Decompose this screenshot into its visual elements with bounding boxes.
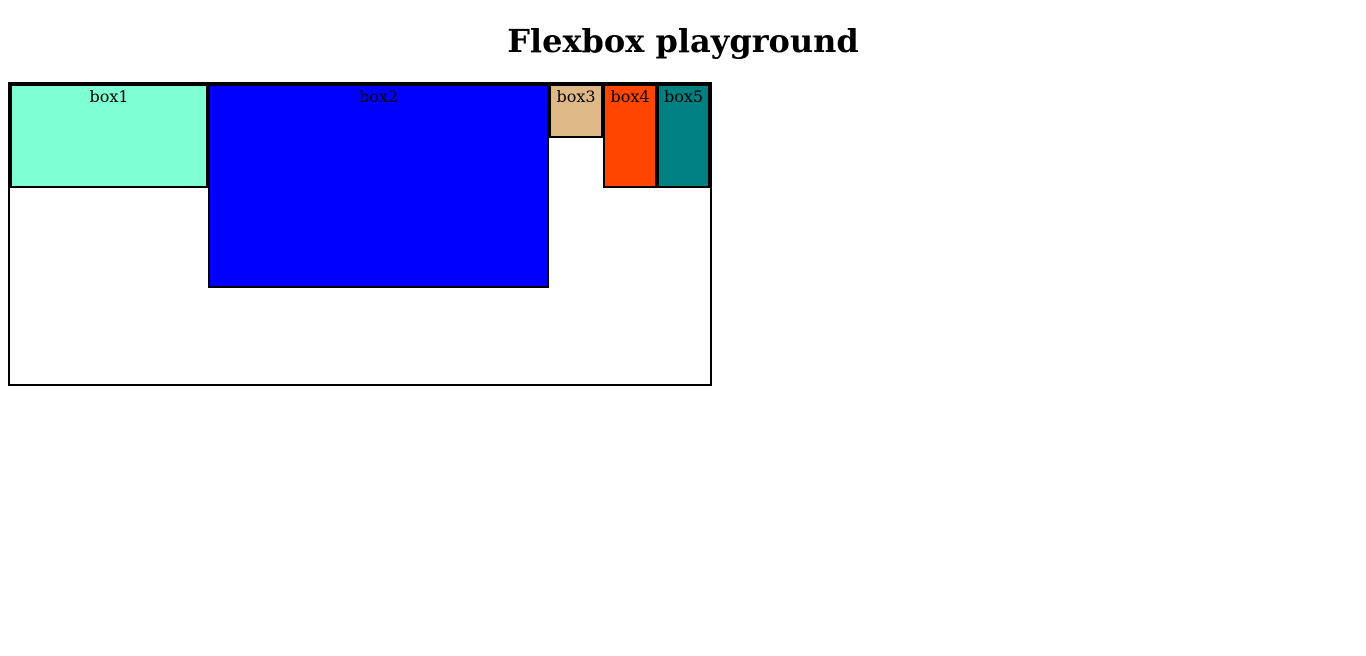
box-3: box3 xyxy=(549,84,603,138)
box-1: box1 xyxy=(10,84,208,188)
box-2: box2 xyxy=(208,84,549,288)
box-4: box4 xyxy=(603,84,657,188)
page-title: Flexbox playground xyxy=(507,22,859,60)
flex-container: box1 box2 box3 box4 box5 xyxy=(8,82,712,386)
box-5: box5 xyxy=(657,84,710,188)
